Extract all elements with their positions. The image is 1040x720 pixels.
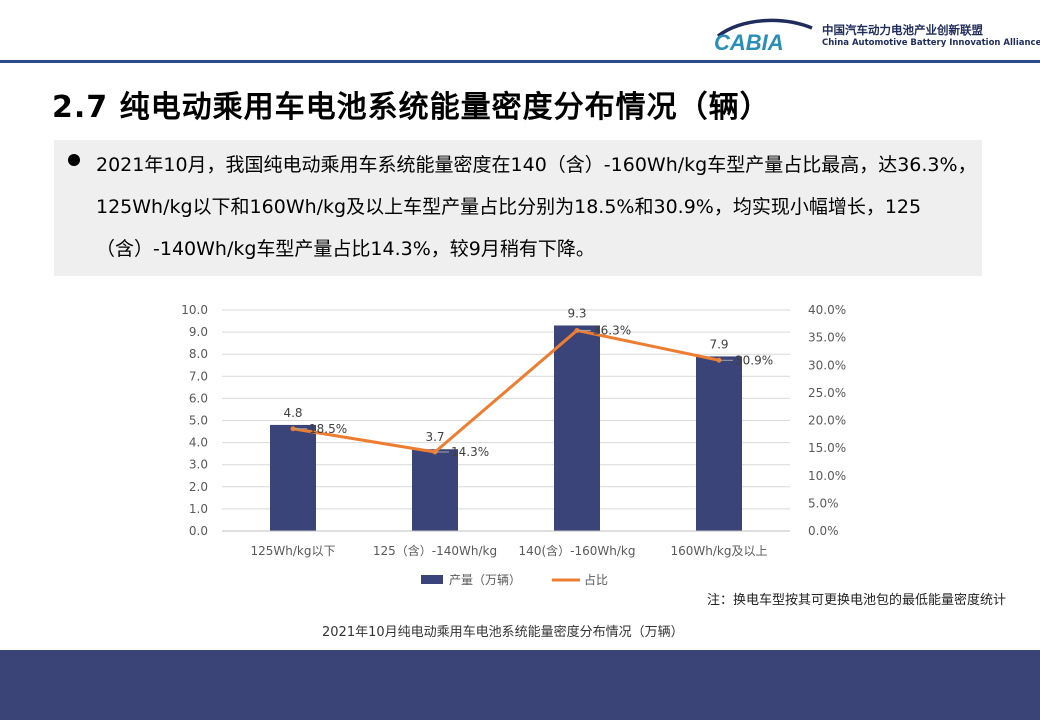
y-right-tick-label: 35.0% (808, 331, 846, 345)
legend-bar-label: 产量（万辆） (449, 573, 521, 587)
bar (270, 424, 316, 531)
x-axis: 125Wh/kg以下 125（含）-140Wh/kg 140(含）-160Wh/kg… (222, 530, 790, 558)
y-left-tick-label: 7.0 (189, 369, 208, 383)
y-left-tick-label: 3.0 (189, 458, 208, 472)
x-tick-label: 125（含）-140Wh/kg (373, 543, 497, 558)
right-axis: 0.0% 5.0% 10.0% 15.0% 20.0% 25.0% 30.0% 35.0% 40… (808, 303, 846, 538)
logo-wordmark: CABIA (714, 30, 784, 54)
bar (554, 325, 600, 531)
energy-density-chart: 0.0 1.0 2.0 3.0 4.0 5.0 6.0 7.0 8.0 9.0 10.0 0.0% 5… (181, 303, 846, 587)
org-name-en: China Automotive Battery Innovation Alli… (822, 38, 1040, 48)
bar-value-label: 3.7 (425, 430, 444, 444)
footer-band (0, 650, 1040, 720)
y-right-tick-label: 40.0% (808, 303, 846, 317)
bar (696, 356, 742, 531)
bar-series (270, 325, 742, 531)
y-right-tick-label: 30.0% (808, 358, 846, 372)
header-divider (0, 60, 1040, 63)
line-value-label: 36.3% (593, 323, 631, 337)
x-tick-label: 160Wh/kg及以上 (671, 544, 768, 558)
y-right-tick-label: 0.0% (808, 524, 839, 538)
line-value-label: 18.5% (309, 422, 347, 436)
y-left-tick-label: 9.0 (189, 325, 208, 339)
x-tick-label: 125Wh/kg以下 (251, 544, 336, 558)
y-right-tick-label: 5.0% (808, 496, 839, 510)
y-left-tick-label: 0.0 (189, 524, 208, 538)
y-left-tick-label: 8.0 (189, 347, 208, 361)
y-left-tick-label: 10.0 (181, 303, 208, 317)
summary-text: 2021年10月，我国纯电动乘用车系统能量密度在140（含）-160Wh/kg车… (96, 154, 977, 260)
slide-title: 2.7 纯电动乘用车电池系统能量密度分布情况（辆） (52, 90, 771, 125)
y-left-tick-label: 1.0 (189, 502, 208, 516)
legend-line-label: 占比 (584, 572, 608, 587)
chart-legend: 产量（万辆） 占比 (421, 572, 608, 587)
line-value-label: 30.9% (735, 353, 773, 367)
chart-caption: 2021年10月纯电动乘用车电池系统能量密度分布情况（万辆） (322, 625, 684, 640)
y-right-tick-label: 25.0% (808, 386, 846, 400)
y-left-tick-label: 4.0 (189, 436, 208, 450)
x-tick-label: 140(含）-160Wh/kg (519, 543, 636, 558)
line-series (290, 327, 722, 455)
cabia-logo-mark: CABIA (714, 18, 813, 54)
y-right-tick-label: 10.0% (808, 469, 846, 483)
bullet-dot-icon (68, 154, 80, 166)
left-axis: 0.0 1.0 2.0 3.0 4.0 5.0 6.0 7.0 8.0 9.0 10.0 (181, 303, 208, 538)
line-value-label: 14.3% (451, 445, 489, 459)
cabia-logo: CABIA 中国汽车动力电池产业创新联盟 China Automotive Ba… (712, 14, 1040, 54)
y-right-tick-label: 15.0% (808, 441, 846, 455)
share-line (292, 328, 720, 454)
legend-bar-swatch (421, 575, 443, 584)
bar (412, 449, 458, 531)
y-right-tick-label: 20.0% (808, 414, 846, 428)
org-name-cn: 中国汽车动力电池产业创新联盟 (822, 23, 983, 37)
chart-gridlines (222, 309, 790, 532)
data-labels: 4.8 3.7 9.3 7.9 18.5% 14.3% 36.3% 30.9% (283, 306, 773, 459)
bar-value-label: 7.9 (709, 337, 728, 351)
footnote: 注：换电车型按其可更换电池包的最低能量密度统计 (707, 593, 1007, 608)
y-left-tick-label: 6.0 (189, 391, 208, 405)
bar-value-label: 9.3 (567, 306, 586, 320)
bar-value-label: 4.8 (283, 406, 302, 420)
y-left-tick-label: 2.0 (189, 480, 208, 494)
summary-box: 2021年10月，我国纯电动乘用车系统能量密度在140（含）-160Wh/kg车… (54, 140, 982, 276)
y-left-tick-label: 5.0 (189, 414, 208, 428)
